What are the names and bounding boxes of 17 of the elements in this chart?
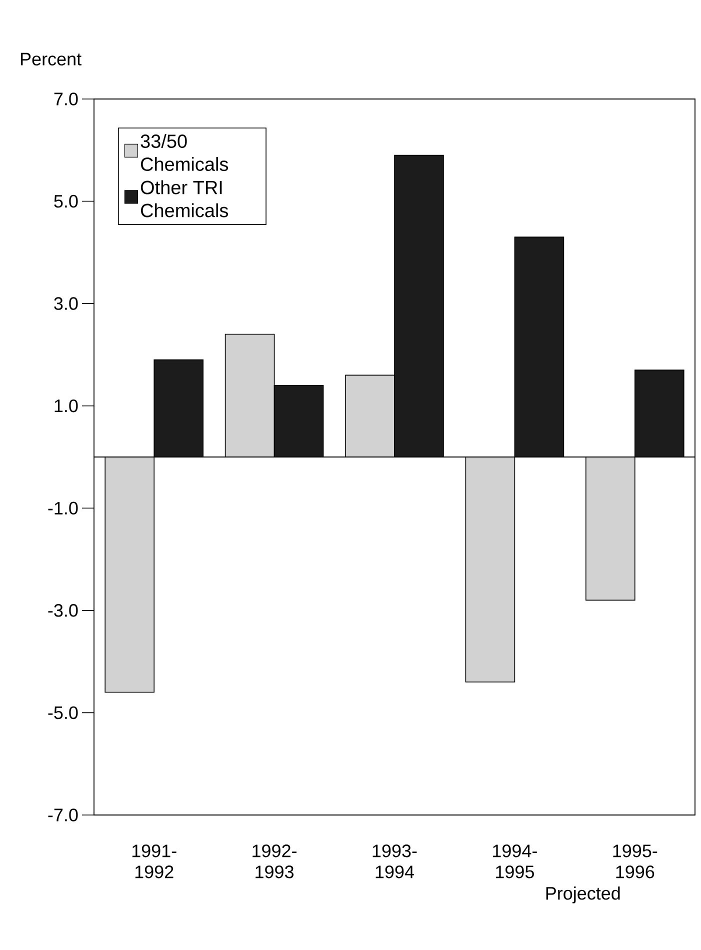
y-tick-label: 5.0 bbox=[54, 194, 78, 208]
x-tick-label: 1995- 1996 bbox=[613, 844, 658, 878]
y-tick-label: -3.0 bbox=[48, 604, 78, 617]
legend-label: 33/50 Chemicals bbox=[140, 134, 228, 171]
x-tick-label: 1992- 1993 bbox=[252, 844, 296, 878]
y-tick-label: -5.0 bbox=[48, 706, 78, 720]
y-tick-label: -1.0 bbox=[48, 502, 78, 515]
y-axis-title: Percent bbox=[21, 52, 82, 66]
x-tick-label: 1994- 1995 bbox=[493, 844, 537, 878]
x-tick-label: 1993- 1994 bbox=[372, 844, 417, 878]
text: Projected bbox=[546, 886, 620, 904]
y-tick-label: 3.0 bbox=[54, 297, 78, 310]
y-tick-label: 7.0 bbox=[54, 92, 78, 106]
y-tick-label: 1.0 bbox=[54, 399, 78, 412]
x-tick-label: 1991- 1992 bbox=[132, 844, 176, 878]
legend-label: Other TRI Chemicals bbox=[140, 180, 228, 218]
y-tick-label: -7.0 bbox=[48, 808, 78, 822]
